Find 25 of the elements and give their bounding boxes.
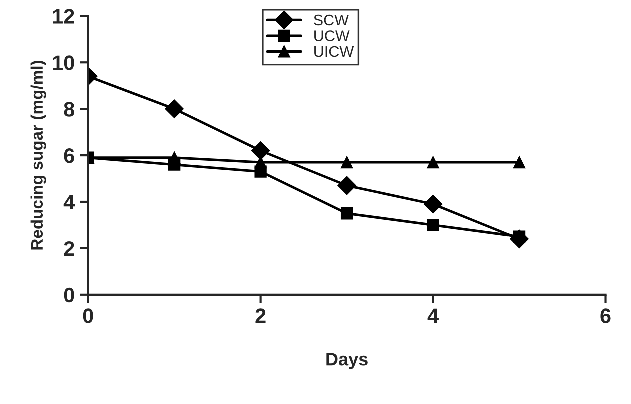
x-tick-label: 2: [256, 308, 266, 324]
x-tick-label: 4: [428, 308, 439, 324]
point: [340, 208, 354, 220]
point: [513, 156, 526, 169]
y-tick-label: 8: [64, 102, 75, 117]
y-tick-label: 10: [53, 56, 74, 70]
legend-label: UCW: [314, 30, 350, 42]
x-tick-label: 6: [600, 308, 611, 324]
point: [165, 100, 184, 118]
point: [427, 219, 440, 232]
legend-label: UICW: [314, 46, 354, 58]
x-axis-title: Days: [326, 353, 368, 370]
point: [427, 156, 440, 169]
point: [251, 142, 270, 160]
point: [340, 156, 354, 169]
point: [424, 194, 443, 214]
y-tick-label: 12: [53, 9, 74, 24]
y-tick-label: 6: [64, 148, 74, 164]
y-tick-label: 2: [64, 241, 74, 256]
y-tick-label: 4: [64, 195, 76, 210]
legend-label: SCW: [314, 14, 349, 26]
point: [338, 176, 356, 196]
x-tick-label: 0: [83, 308, 94, 324]
y-axis-title: Reducing sugar (mg/ml): [30, 60, 46, 250]
y-tick-label: 0: [64, 288, 74, 303]
